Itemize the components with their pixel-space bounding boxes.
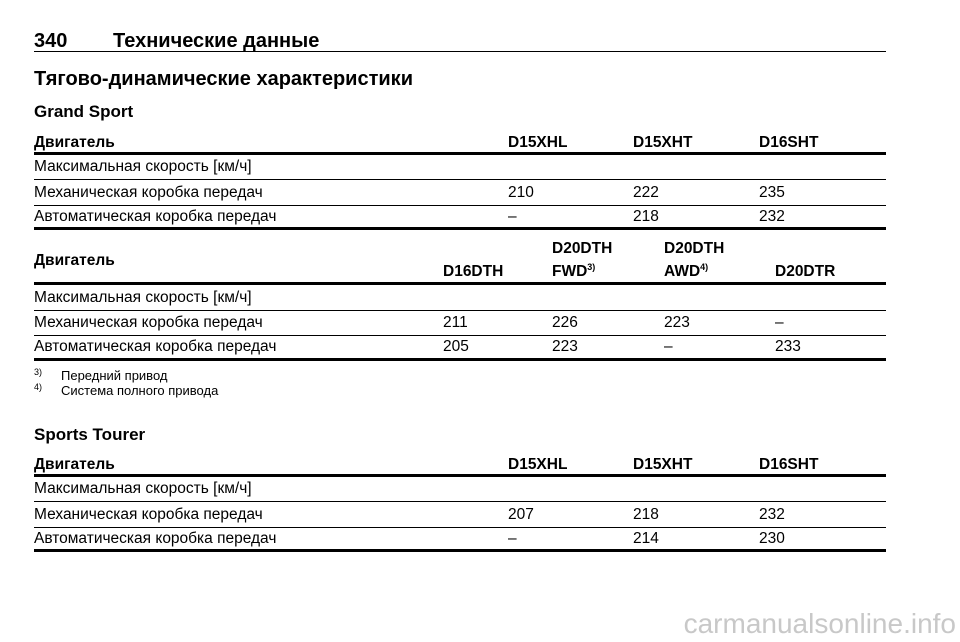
column-header-line1: D20DTH — [552, 240, 613, 257]
page-header: 340 Технические данные — [34, 30, 886, 52]
row-divider — [34, 205, 886, 206]
footnote-text: Система полного привода — [61, 383, 219, 398]
column-header: D16DTH — [443, 263, 504, 280]
column-header-text: AWD — [664, 263, 701, 280]
column-header: D16SHT — [759, 456, 819, 473]
grand-sport-table-1: Двигатель D15XHL D15XHT D16SHT Максималь… — [34, 133, 886, 230]
table-bottom-rule — [34, 227, 886, 230]
table-cell: 233 — [775, 338, 801, 355]
table-cell: 223 — [664, 314, 690, 331]
table-row: Механическая коробка передач 207 218 232 — [34, 505, 886, 525]
table-cell: 218 — [633, 506, 659, 523]
footnote-text: Передний привод — [61, 368, 168, 383]
grand-sport-heading: Grand Sport — [34, 102, 134, 121]
table-row: Максимальная скорость [км/ч] — [34, 479, 886, 499]
table-cell: 214 — [633, 530, 659, 547]
table-cell: – — [664, 338, 673, 355]
table-header-rule — [34, 474, 886, 477]
footnotes: 3) Передний привод 4) Система полного пр… — [34, 367, 434, 398]
table-row: Автоматическая коробка передач – 214 230 — [34, 529, 886, 549]
table-cell: 210 — [508, 184, 534, 201]
column-header: D15XHL — [508, 134, 568, 151]
engine-column-header: Двигатель — [34, 252, 115, 269]
table-header-row: Двигатель D15XHL D15XHT D16SHT — [34, 133, 886, 153]
section-title: Тягово-динамические характеристики — [34, 68, 413, 90]
table-cell: 235 — [759, 184, 785, 201]
column-header-line1: D20DTH — [664, 240, 725, 257]
column-header: D15XHT — [633, 456, 693, 473]
row-label: Автоматическая коробка передач — [34, 208, 277, 225]
table-bottom-rule — [34, 358, 886, 361]
table-cell: – — [508, 208, 517, 225]
table-row: Механическая коробка передач 210 222 235 — [34, 183, 886, 203]
watermark: carmanualsonline.info — [683, 608, 956, 639]
row-label: Автоматическая коробка передач — [34, 338, 277, 355]
row-label: Автоматическая коробка передач — [34, 530, 277, 547]
row-label: Механическая коробка передач — [34, 184, 263, 201]
table-cell: 207 — [508, 506, 534, 523]
table-row: Максимальная скорость [км/ч] — [34, 157, 886, 177]
engine-column-header: Двигатель — [34, 134, 115, 151]
table-cell: 205 — [443, 338, 469, 355]
row-divider — [34, 501, 886, 502]
sports-tourer-heading: Sports Tourer — [34, 425, 146, 444]
row-label: Максимальная скорость [км/ч] — [34, 158, 252, 175]
header-divider — [34, 51, 886, 52]
table-header-row: Двигатель D16DTH D20DTH FWD3) D20DTH AWD… — [34, 239, 886, 283]
row-divider — [34, 527, 886, 528]
table-cell: 211 — [443, 314, 468, 331]
table-header-rule — [34, 152, 886, 155]
page-number: 340 — [34, 30, 68, 52]
row-label: Механическая коробка передач — [34, 506, 263, 523]
table-cell: – — [508, 530, 517, 547]
footnote: 4) Система полного привода — [34, 382, 434, 398]
footnote-mark: 4) — [34, 382, 43, 392]
footnote-mark: 3) — [34, 367, 43, 377]
table-cell: 232 — [759, 506, 785, 523]
row-divider — [34, 335, 886, 336]
engine-column-header: Двигатель — [34, 456, 115, 473]
table-row: Максимальная скорость [км/ч] — [34, 288, 886, 308]
row-divider — [34, 310, 886, 311]
table-cell: 218 — [633, 208, 659, 225]
table-cell: 230 — [759, 530, 785, 547]
column-header: D20DTR — [775, 263, 836, 280]
sports-tourer-table: Двигатель D15XHL D15XHT D16SHT Максималь… — [34, 455, 886, 552]
column-header-line2: AWD4) — [664, 262, 708, 282]
table-cell: 222 — [633, 184, 659, 201]
table-header-row: Двигатель D15XHL D15XHT D16SHT — [34, 455, 886, 475]
row-label: Механическая коробка передач — [34, 314, 263, 331]
table-bottom-rule — [34, 549, 886, 552]
row-label: Максимальная скорость [км/ч] — [34, 480, 252, 497]
column-header: D16SHT — [759, 134, 819, 151]
footnote-ref: 4) — [700, 262, 709, 272]
grand-sport-table-2: Двигатель D16DTH D20DTH FWD3) D20DTH AWD… — [34, 239, 886, 361]
table-header-rule — [34, 282, 886, 285]
table-cell: – — [775, 314, 784, 331]
table-row: Механическая коробка передач 211 226 223… — [34, 313, 886, 333]
column-header: D15XHL — [508, 456, 568, 473]
column-header-line2: FWD3) — [552, 262, 595, 282]
row-label: Максимальная скорость [км/ч] — [34, 289, 252, 306]
table-row: Автоматическая коробка передач – 218 232 — [34, 207, 886, 227]
table-row: Автоматическая коробка передач 205 223 –… — [34, 337, 886, 357]
table-cell: 232 — [759, 208, 785, 225]
page-title: Технические данные — [113, 30, 320, 52]
footnote-ref: 3) — [587, 262, 596, 272]
footnote: 3) Передний привод — [34, 367, 434, 383]
table-cell: 223 — [552, 338, 578, 355]
column-header-text: FWD — [552, 263, 588, 280]
table-cell: 226 — [552, 314, 578, 331]
row-divider — [34, 179, 886, 180]
column-header: D15XHT — [633, 134, 693, 151]
